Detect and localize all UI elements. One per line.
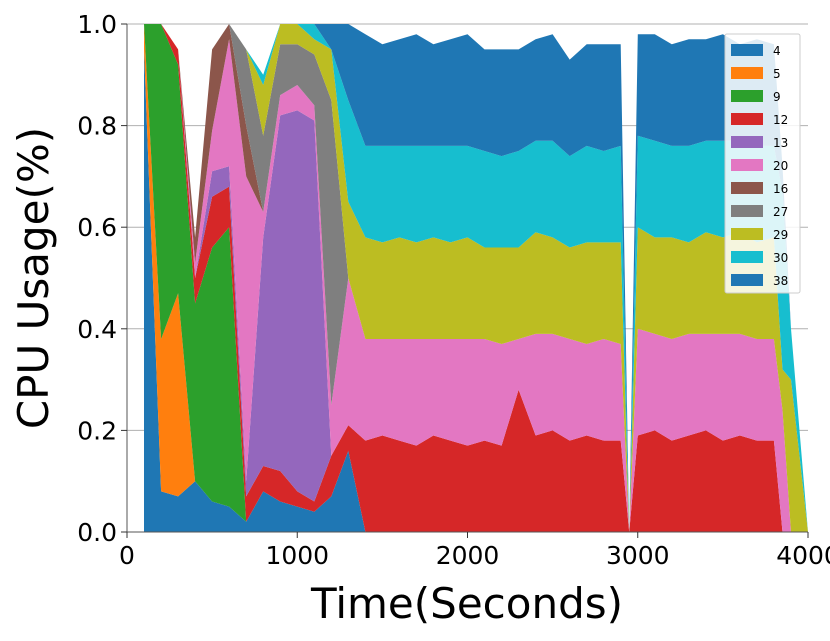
x-axis-label: Time(Seconds) [310,579,623,628]
x-tick-label: 3000 [606,541,670,570]
x-tick-label: 2000 [436,541,500,570]
area-series-9 [144,24,808,532]
legend-swatch [731,113,763,125]
area-series-12 [144,24,808,532]
y-ticks: 0.0 0.2 0.4 0.6 0.8 1.0 [77,10,127,547]
y-tick-label: 1.0 [77,10,117,39]
area-series-20 [144,24,808,532]
legend-label: 20 [773,159,788,173]
y-tick-label: 0.4 [77,315,117,344]
area-series-30 [144,24,808,532]
area-series-13 [144,24,808,532]
legend: 4 5 9 12 13 20 16 27 29 30 38 [724,33,801,294]
legend-swatch [731,90,763,102]
y-tick-label: 0.0 [77,518,117,547]
legend-swatch [731,228,763,240]
legend-swatch [731,44,763,56]
y-tick-label: 0.8 [77,112,117,141]
legend-label: 16 [773,182,788,196]
plot-area [144,24,808,533]
legend-label: 13 [773,136,788,150]
legend-label: 29 [773,228,788,242]
legend-label: 4 [773,44,781,58]
legend-label: 9 [773,90,781,104]
y-tick-label: 0.2 [77,416,117,445]
legend-label: 5 [773,67,781,81]
legend-swatch [731,67,763,79]
x-tick-label: 1000 [265,541,329,570]
legend-swatch [731,205,763,217]
legend-swatch [731,251,763,263]
area-series-29 [144,24,808,532]
legend-label: 38 [773,274,788,288]
legend-swatch [731,136,763,148]
y-tick-label: 0.6 [77,213,117,242]
legend-swatch [731,182,763,194]
legend-label: 30 [773,251,788,265]
legend-swatch [731,159,763,171]
y-axis-label: CPU Usage(%) [9,127,58,429]
legend-label: 12 [773,113,788,127]
area-series-16 [144,24,808,532]
x-tick-label: 0 [119,541,135,570]
legend-swatch [731,274,763,286]
legend-label: 27 [773,205,788,219]
